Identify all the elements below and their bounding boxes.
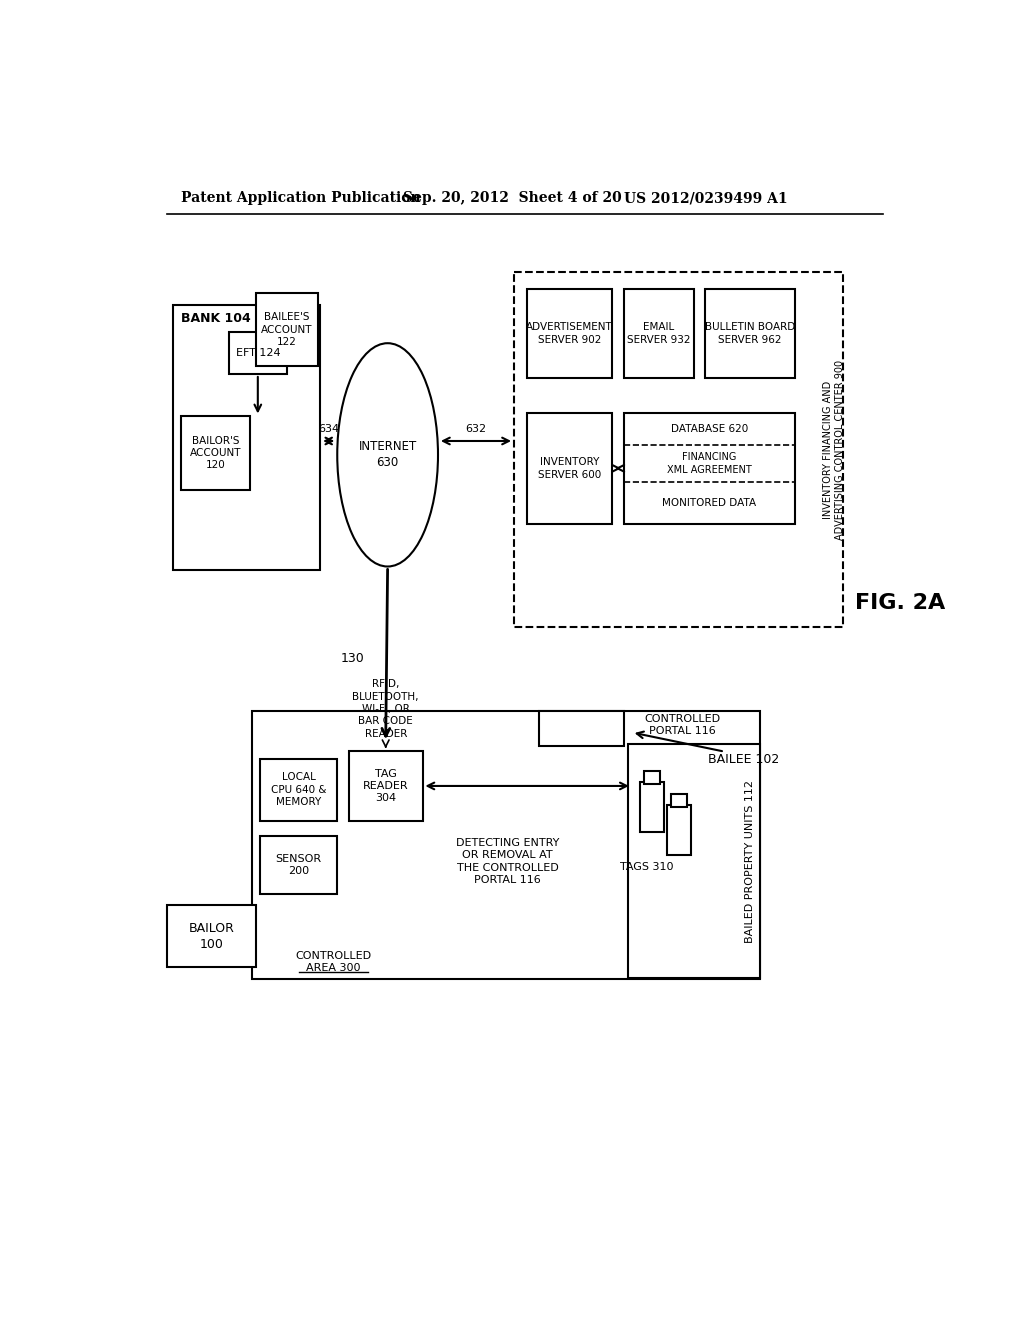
Bar [349,751,423,821]
Text: BULLETIN BOARD
SERVER 962: BULLETIN BOARD SERVER 962 [705,322,795,345]
Text: FINANCING
XML AGREEMENT: FINANCING XML AGREEMENT [667,453,752,474]
Text: BAILOR
100: BAILOR 100 [188,921,234,950]
Text: EMAIL
SERVER 932: EMAIL SERVER 932 [627,322,690,345]
Text: Patent Application Publication: Patent Application Publication [180,191,420,206]
Text: BAILOR'S
ACCOUNT
120: BAILOR'S ACCOUNT 120 [189,436,242,470]
Bar [252,711,760,979]
Text: INVENTORY FINANCING AND
ADVERTISING CONTROL CENTER 900: INVENTORY FINANCING AND ADVERTISING CONT… [823,359,845,540]
Bar [180,416,251,490]
Text: CONTROLLED
AREA 300: CONTROLLED AREA 300 [295,952,372,973]
Bar [260,836,337,894]
Text: US 2012/0239499 A1: US 2012/0239499 A1 [624,191,787,206]
Text: TAGS 310: TAGS 310 [621,862,674,871]
Text: 130: 130 [341,652,365,665]
Text: BAILED PROPERTY UNITS 112: BAILED PROPERTY UNITS 112 [745,780,756,942]
Bar [624,289,693,378]
Text: 632: 632 [466,425,486,434]
Text: SENSOR
200: SENSOR 200 [275,854,322,876]
Text: DATABASE 620: DATABASE 620 [671,424,748,434]
Text: INTERNET
630: INTERNET 630 [358,441,417,470]
Bar [228,331,287,374]
Bar [624,412,795,524]
Text: FIG. 2A: FIG. 2A [855,594,945,614]
Bar [514,272,844,627]
Text: BAILEE'S
ACCOUNT
122: BAILEE'S ACCOUNT 122 [261,313,312,347]
Bar [256,293,317,367]
Text: DETECTING ENTRY
OR REMOVAL AT
THE CONTROLLED
PORTAL 116: DETECTING ENTRY OR REMOVAL AT THE CONTRO… [456,838,559,884]
Text: BANK 104: BANK 104 [180,312,251,325]
Text: Sep. 20, 2012  Sheet 4 of 20: Sep. 20, 2012 Sheet 4 of 20 [403,191,622,206]
Bar [167,906,256,966]
Text: CONTROLLED
PORTAL 116: CONTROLLED PORTAL 116 [644,714,720,737]
Bar [539,711,624,746]
Bar [672,795,687,807]
Text: RFID,
BLUETOOTH,
WI-FI, OR
BAR CODE
READER: RFID, BLUETOOTH, WI-FI, OR BAR CODE READ… [352,680,419,739]
Text: INVENTORY
SERVER 600: INVENTORY SERVER 600 [539,457,601,479]
Bar [260,759,337,821]
Text: ADVERTISEMENT
SERVER 902: ADVERTISEMENT SERVER 902 [526,322,613,345]
Text: EFT 124: EFT 124 [236,348,281,358]
Text: LOCAL
CPU 640 &
MEMORY: LOCAL CPU 640 & MEMORY [270,772,327,808]
Text: MONITORED DATA: MONITORED DATA [663,499,757,508]
Bar [706,289,795,378]
Bar [667,805,691,855]
Bar [644,771,659,784]
Bar [527,412,612,524]
Bar [173,305,321,570]
Bar [527,289,612,378]
Bar [628,743,760,978]
Ellipse shape [337,343,438,566]
Bar [640,781,665,832]
Text: BAILEE 102: BAILEE 102 [709,752,779,766]
Text: 634: 634 [318,425,339,434]
Text: TAG
READER
304: TAG READER 304 [362,768,409,804]
